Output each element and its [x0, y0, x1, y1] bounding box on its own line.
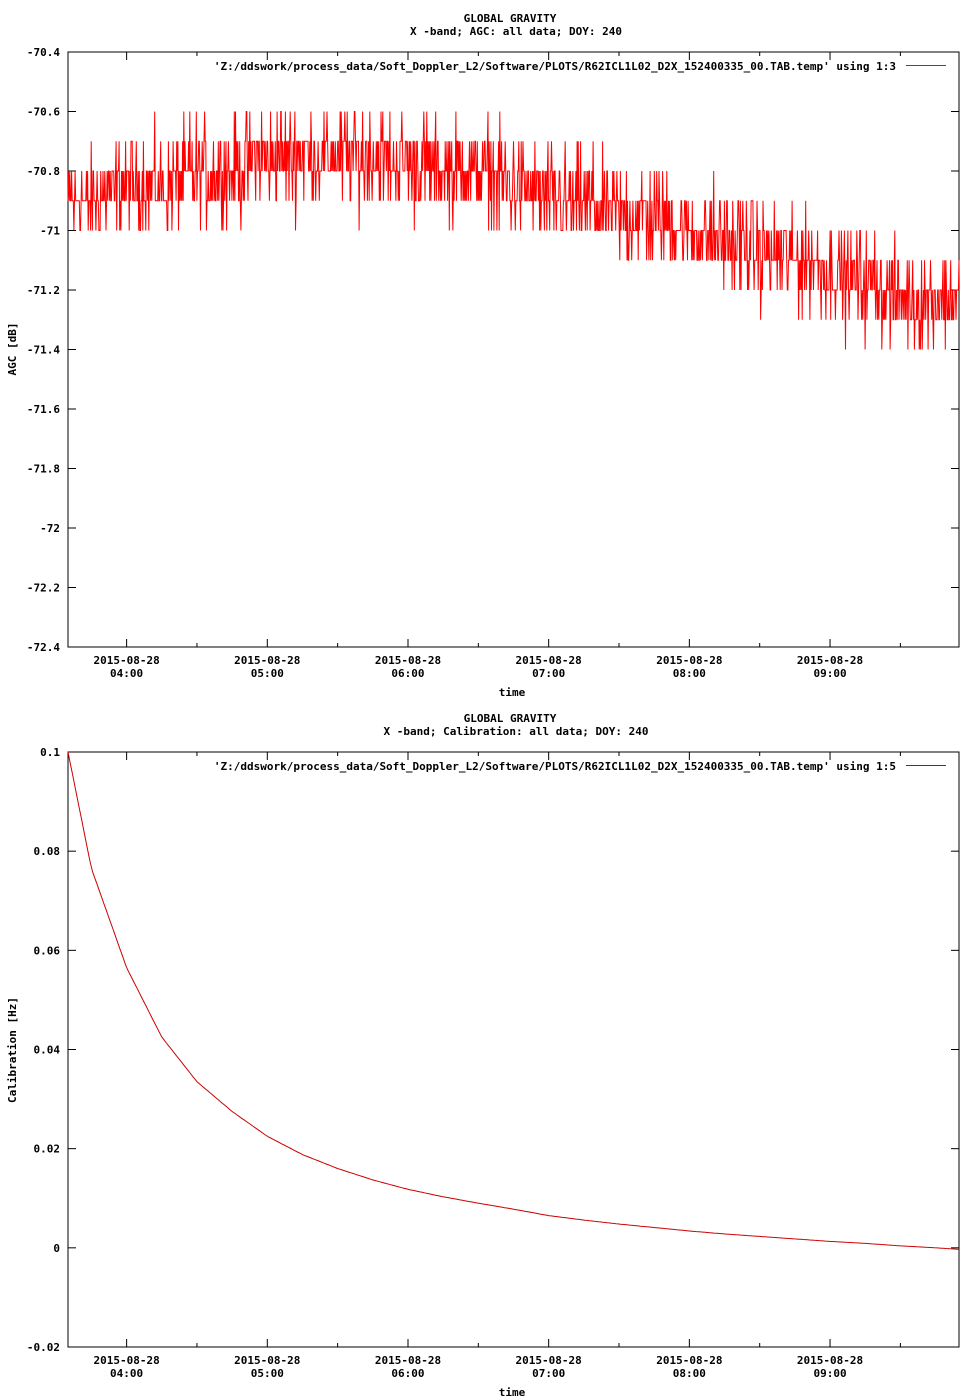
- series-calibration: [67, 751, 960, 1250]
- x-axis-ticks: 2015-08-2804:002015-08-2805:002015-08-28…: [94, 52, 901, 680]
- y-tick-label: -71.2: [27, 284, 60, 297]
- x-tick-date: 2015-08-28: [797, 654, 863, 667]
- x-axis-ticks: 2015-08-2804:002015-08-2805:002015-08-28…: [94, 752, 901, 1380]
- x-axis-label: time: [499, 1386, 526, 1399]
- y-tick-label: -71: [40, 225, 60, 238]
- chart-subtitle: X -band; AGC: all data; DOY: 240: [410, 25, 622, 38]
- x-tick-time: 04:00: [110, 1367, 143, 1380]
- legend-label: 'Z:/ddswork/process_data/Soft_Doppler_L2…: [214, 760, 896, 773]
- x-tick-time: 06:00: [391, 1367, 424, 1380]
- y-tick-label: 0: [53, 1242, 60, 1255]
- x-tick-time: 08:00: [673, 1367, 706, 1380]
- y-axis-ticks: -70.4 -70.6 -70.8 -71 -71.2 -71.4 -71.6 -71.8 -7…: [27, 46, 959, 654]
- y-tick-label: -72: [40, 522, 60, 535]
- x-tick-time: 07:00: [532, 667, 565, 680]
- x-tick-date: 2015-08-28: [375, 1354, 441, 1367]
- y-axis-label: AGC [dB]: [6, 323, 19, 376]
- series-line: [67, 751, 960, 1250]
- x-tick-time: 07:00: [532, 1367, 565, 1380]
- y-tick-label: 0.04: [34, 1044, 61, 1057]
- x-tick-date: 2015-08-28: [234, 654, 300, 667]
- series-line: [67, 111, 960, 350]
- x-tick-time: 08:00: [673, 667, 706, 680]
- y-tick-label: 0.06: [34, 944, 61, 957]
- x-tick-time: 09:00: [813, 1367, 846, 1380]
- y-tick-label: -72.2: [27, 582, 60, 595]
- x-tick-time: 09:00: [813, 667, 846, 680]
- y-tick-label: 0.1: [40, 746, 60, 759]
- x-tick-date: 2015-08-28: [516, 654, 582, 667]
- series-agc: [67, 111, 960, 350]
- y-tick-label: -71.6: [27, 403, 60, 416]
- legend-label: 'Z:/ddswork/process_data/Soft_Doppler_L2…: [214, 60, 896, 73]
- x-axis-label: time: [499, 686, 526, 699]
- x-tick-date: 2015-08-28: [797, 1354, 863, 1367]
- x-tick-time: 04:00: [110, 667, 143, 680]
- x-tick-date: 2015-08-28: [656, 1354, 722, 1367]
- x-tick-date: 2015-08-28: [375, 654, 441, 667]
- agc-chart: GLOBAL GRAVITY X -band; AGC: all data; D…: [6, 12, 960, 699]
- y-tick-label: -71.4: [27, 344, 60, 357]
- x-tick-time: 06:00: [391, 667, 424, 680]
- chart-title: GLOBAL GRAVITY: [464, 712, 557, 725]
- chart-title: GLOBAL GRAVITY: [464, 12, 557, 25]
- y-axis-ticks: 0.1 0.08 0.06 0.04 0.02 0 -0.02: [27, 746, 959, 1354]
- x-tick-date: 2015-08-28: [516, 1354, 582, 1367]
- y-tick-label: -72.4: [27, 641, 60, 654]
- y-tick-label: -71.8: [27, 463, 60, 476]
- plot-frame: [67, 751, 960, 1348]
- x-tick-date: 2015-08-28: [234, 1354, 300, 1367]
- y-tick-label: 0.02: [34, 1143, 61, 1156]
- x-tick-date: 2015-08-28: [94, 654, 160, 667]
- y-tick-label: -70.4: [27, 46, 60, 59]
- x-tick-date: 2015-08-28: [656, 654, 722, 667]
- y-axis-label: Calibration [Hz]: [6, 997, 19, 1103]
- y-tick-label: -0.02: [27, 1341, 60, 1354]
- x-tick-time: 05:00: [251, 1367, 284, 1380]
- chart-subtitle: X -band; Calibration: all data; DOY: 240: [384, 725, 649, 738]
- y-tick-label: -70.8: [27, 165, 60, 178]
- x-tick-time: 05:00: [251, 667, 284, 680]
- y-tick-label: 0.08: [34, 845, 61, 858]
- calibration-chart: GLOBAL GRAVITY X -band; Calibration: all…: [6, 712, 960, 1399]
- y-tick-label: -70.6: [27, 106, 60, 119]
- x-tick-date: 2015-08-28: [94, 1354, 160, 1367]
